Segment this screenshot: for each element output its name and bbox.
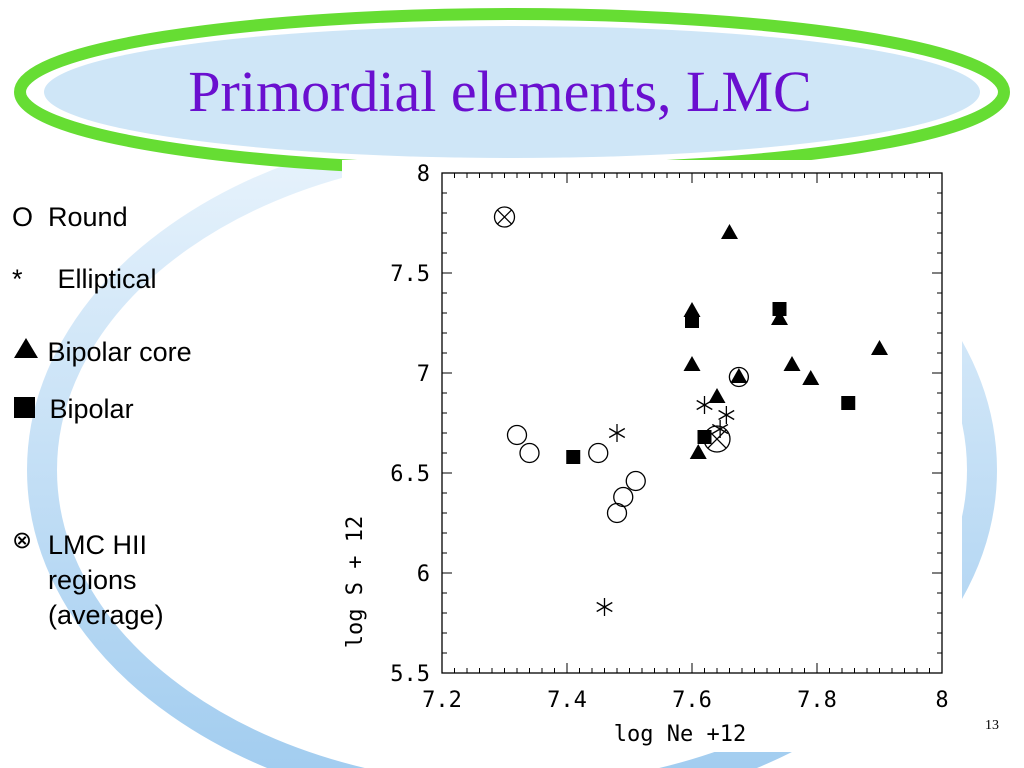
data-point-round: [506, 424, 528, 446]
data-point-round: [519, 442, 540, 464]
data-point-bipolar-core: [721, 224, 738, 239]
data-point-bipolar: [772, 302, 787, 316]
y-tick-label: 7.5: [390, 262, 430, 287]
legend-item-elliptical: * Elliptical: [12, 264, 157, 295]
y-tick-label: 5.5: [390, 662, 430, 687]
data-point-elliptical: [696, 396, 713, 414]
x-tick-label: 7.8: [797, 688, 837, 713]
x-tick-label: 8: [935, 688, 948, 713]
triangle-icon: [14, 338, 38, 358]
data-point-round: [728, 366, 750, 388]
legend-label-hii-line3: (average): [48, 600, 164, 630]
legend-symbol-elliptical: *: [12, 264, 23, 294]
data-point-bipolar-core: [689, 444, 707, 459]
data-point-bipolar-core: [708, 388, 726, 403]
data-point-bipolar: [685, 314, 699, 328]
legend-label-bipolar-core: Bipolar core: [47, 337, 192, 367]
legend-symbol-hii: ⊗: [12, 527, 33, 554]
y-tick-label: 6.5: [390, 462, 430, 487]
data-point-bipolar-core: [871, 340, 888, 355]
plot-marks: [493, 206, 888, 616]
data-point-hii-region: [703, 425, 731, 453]
data-point-bipolar-core: [730, 368, 748, 383]
data-point-elliptical: [718, 406, 735, 424]
asterisk-stroke: [718, 409, 735, 421]
legend-label-elliptical: Elliptical: [57, 264, 157, 294]
asterisk-stroke: [696, 399, 713, 411]
plot-frame: [441, 172, 943, 674]
legend-label-hii-line1: LMC HII: [48, 530, 148, 560]
hii-cross-b: [707, 429, 727, 449]
scatter-plot: 7.2 7.4 7.6 7.8 8 5.5 6 6.5 7 7.5 8 log Ne +12 log…: [343, 162, 949, 747]
legend-label-bipolar: Bipolar: [49, 394, 134, 424]
data-point-bipolar-core: [683, 356, 701, 371]
data-point-round: [613, 486, 634, 508]
data-point-bipolar-core: [683, 302, 701, 317]
hii-cross-b: [496, 209, 513, 225]
x-tick-label: 7.2: [422, 688, 462, 713]
data-point-bipolar-core: [783, 356, 801, 371]
legend-label-round: Round: [48, 202, 128, 232]
asterisk-stroke: [596, 601, 613, 613]
data-point-bipolar: [566, 450, 581, 464]
slide-number: 13: [985, 718, 999, 733]
hii-circle: [703, 425, 731, 453]
title-ellipse-inner: [44, 26, 980, 158]
data-point-bipolar-core: [802, 370, 820, 385]
legend-label-hii: LMC HII regions (average): [48, 528, 164, 633]
y-tick-label: 7: [417, 362, 430, 387]
legend-label-hii-line2: regions: [48, 565, 137, 595]
y-tick-label: 6: [417, 562, 430, 587]
square-icon: [14, 397, 35, 418]
slide-title: Primordial elements, LMC: [188, 59, 812, 124]
legend-symbol-round: O: [12, 202, 34, 232]
x-tick-label: 7.4: [547, 688, 587, 713]
legend-item-round: O Round: [12, 202, 128, 233]
data-point-hii-region: [493, 206, 516, 228]
x-axis-label: log Ne +12: [614, 722, 746, 747]
data-point-round: [625, 470, 646, 492]
y-axis-label: log S + 12: [343, 516, 368, 648]
data-point-elliptical: [608, 424, 626, 442]
data-point-elliptical: [596, 598, 613, 616]
data-point-round: [588, 442, 609, 464]
plot-axes: 7.2 7.4 7.6 7.8 8 5.5 6 6.5 7 7.5 8: [390, 162, 948, 713]
asterisk-stroke: [608, 427, 626, 439]
y-tick-label: 8: [417, 162, 430, 187]
hii-circle: [493, 206, 516, 228]
legend-item-bipolar-core: Bipolar core: [12, 336, 192, 368]
legend-item-bipolar: Bipolar: [12, 394, 134, 425]
data-point-bipolar-core: [771, 310, 788, 325]
x-tick-label: 7.6: [672, 688, 712, 713]
data-point-bipolar: [841, 396, 856, 410]
